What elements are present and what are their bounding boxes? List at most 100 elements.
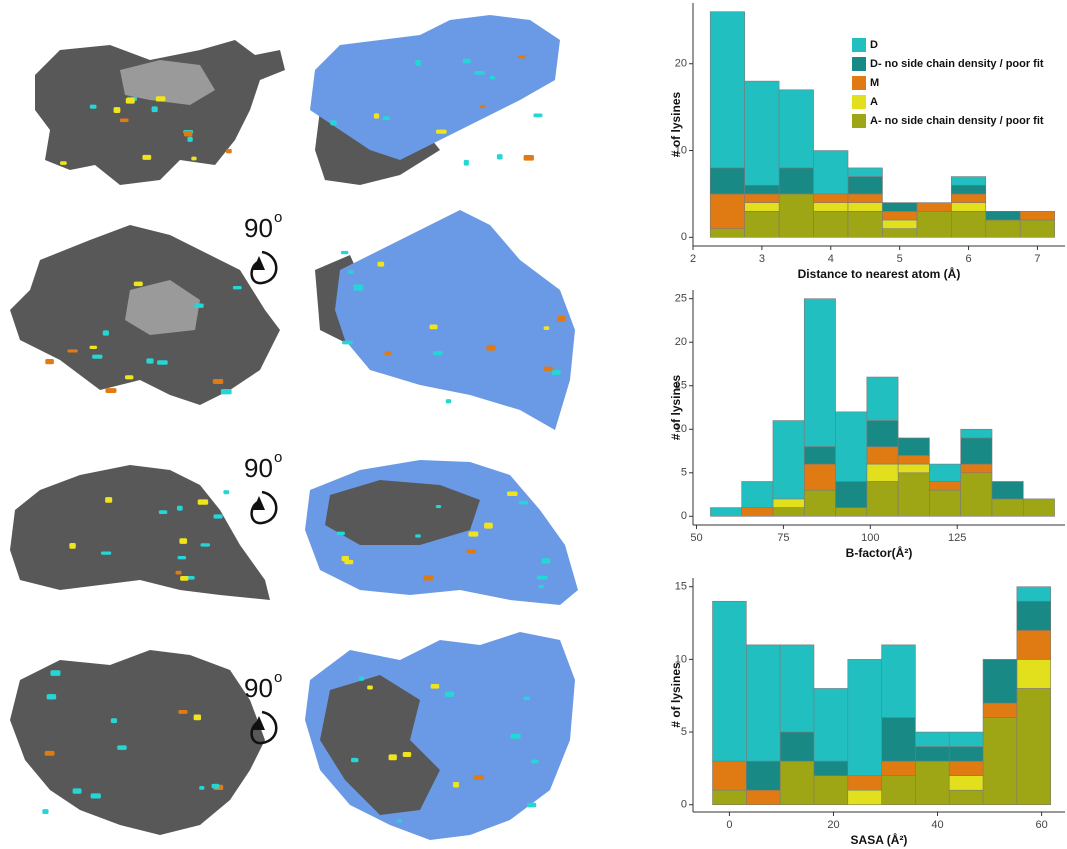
lysine-speck	[543, 326, 550, 330]
y-axis-title: # of lysines	[669, 375, 683, 441]
histogram-bar-segment	[741, 481, 774, 508]
histogram-bar-segment	[746, 644, 781, 762]
lysine-speck	[212, 379, 224, 385]
histogram-bar-segment	[948, 760, 984, 776]
histogram-bar-segment	[746, 789, 781, 806]
histogram-bar-segment	[916, 202, 952, 212]
arrowhead	[253, 496, 265, 510]
lysine-speck	[119, 118, 129, 123]
lysine-speck	[373, 113, 380, 119]
histogram-bar-segment	[772, 507, 805, 517]
arrowhead	[253, 256, 265, 270]
lysine-speck	[415, 59, 421, 66]
rotation-indicators	[250, 250, 278, 745]
histogram-bar-segment	[709, 11, 745, 169]
histogram-bar-segment	[779, 644, 815, 733]
histogram-bar-segment	[847, 210, 883, 238]
lysine-speck	[435, 504, 442, 509]
histogram-bar-segment	[929, 489, 962, 517]
histogram-bar-segment	[951, 202, 987, 212]
y-tick-label: 0	[681, 799, 687, 811]
histogram-bar-segment	[813, 688, 849, 762]
y-tick-label: 25	[675, 293, 687, 305]
lysine-speck	[191, 156, 197, 161]
lysine-speck	[388, 754, 397, 761]
y-tick-label: 5	[681, 467, 687, 479]
histogram-bar-segment	[1016, 659, 1051, 689]
rotation-degree: o	[274, 669, 282, 686]
lysine-speck	[178, 709, 188, 714]
lysine-speck	[536, 575, 548, 580]
lysine-speck	[344, 559, 354, 565]
lysine-speck	[197, 499, 209, 505]
lysine-speck	[44, 750, 55, 756]
histogram-bar-segment	[813, 193, 849, 203]
rotation-arrow	[250, 710, 278, 745]
histogram-bar-segment	[915, 731, 950, 747]
x-tick-label: 40	[931, 819, 943, 831]
histogram-bar-segment	[709, 228, 745, 238]
lysine-speck	[90, 793, 101, 799]
lysine-speck	[538, 585, 545, 589]
lysine-speck	[105, 388, 117, 394]
lysine-speck	[382, 116, 390, 121]
lysine-speck	[42, 809, 49, 814]
chart-panel: 0 10 20 2 3 4 5 6 7 Distance to nearest atom (Å) #…	[669, 3, 1065, 281]
histogram-bar-segment	[929, 463, 962, 482]
histogram-bar-segment	[847, 775, 882, 791]
x-tick-label: 5	[897, 253, 903, 265]
rotation-label: 90	[244, 453, 273, 483]
histogram-bar-segment	[982, 717, 1018, 806]
y-tick-label: 20	[675, 58, 687, 70]
histogram-bar-segment	[744, 193, 780, 203]
histogram-bar-segment	[866, 420, 899, 447]
lysine-speck	[474, 70, 485, 75]
lysine-speck	[377, 261, 385, 267]
lysine-speck	[496, 154, 503, 160]
lysine-speck	[142, 154, 152, 160]
histogram-bar-segment	[847, 202, 883, 212]
histogram-bar-segment	[779, 760, 815, 806]
lysine-speck	[46, 694, 57, 700]
lysine-speck	[541, 558, 551, 564]
histogram-bar-segment	[866, 446, 899, 465]
lysine-speck	[452, 782, 460, 788]
blue-surface	[310, 15, 560, 160]
x-tick-label: 4	[828, 253, 834, 265]
lysine-speck	[232, 285, 242, 290]
histogram-bar-segment	[985, 219, 1021, 238]
histogram-bar-segment	[1016, 586, 1051, 602]
grey-surface	[10, 465, 270, 600]
x-axis-title: SASA (Å²)	[851, 832, 908, 847]
lysine-speck	[155, 96, 166, 102]
lysine-speck	[462, 58, 471, 64]
grey-surface	[10, 650, 265, 835]
rotation-arrow	[250, 250, 278, 285]
lysine-speck	[187, 136, 193, 142]
histogram-bar-segment	[881, 775, 916, 806]
histogram-bar-segment	[746, 760, 781, 791]
x-tick-label: 7	[1034, 253, 1040, 265]
histogram-bar-segment	[847, 167, 883, 177]
histogram-bar-segment	[960, 463, 993, 474]
lysine-speck	[486, 344, 496, 351]
lysine-speck	[183, 130, 193, 137]
histogram-bar-segment	[813, 775, 849, 806]
y-tick-label: 20	[675, 336, 687, 348]
histogram-bar-segment	[897, 437, 930, 456]
rotation-label: 90	[244, 673, 273, 703]
lysine-speck	[199, 786, 205, 790]
molecule-renders	[10, 15, 578, 840]
lysine-speck	[213, 783, 220, 789]
lysine-speck	[179, 538, 188, 544]
lysine-speck	[200, 543, 211, 547]
grey-surface	[320, 675, 440, 815]
histogram-bar-segment	[803, 446, 836, 465]
lysine-speck	[473, 775, 484, 780]
histogram-bar-segment	[1019, 219, 1055, 238]
histogram-bar-segment	[960, 472, 993, 517]
y-tick-label: 5	[681, 726, 687, 738]
lysine-speck	[157, 360, 168, 365]
